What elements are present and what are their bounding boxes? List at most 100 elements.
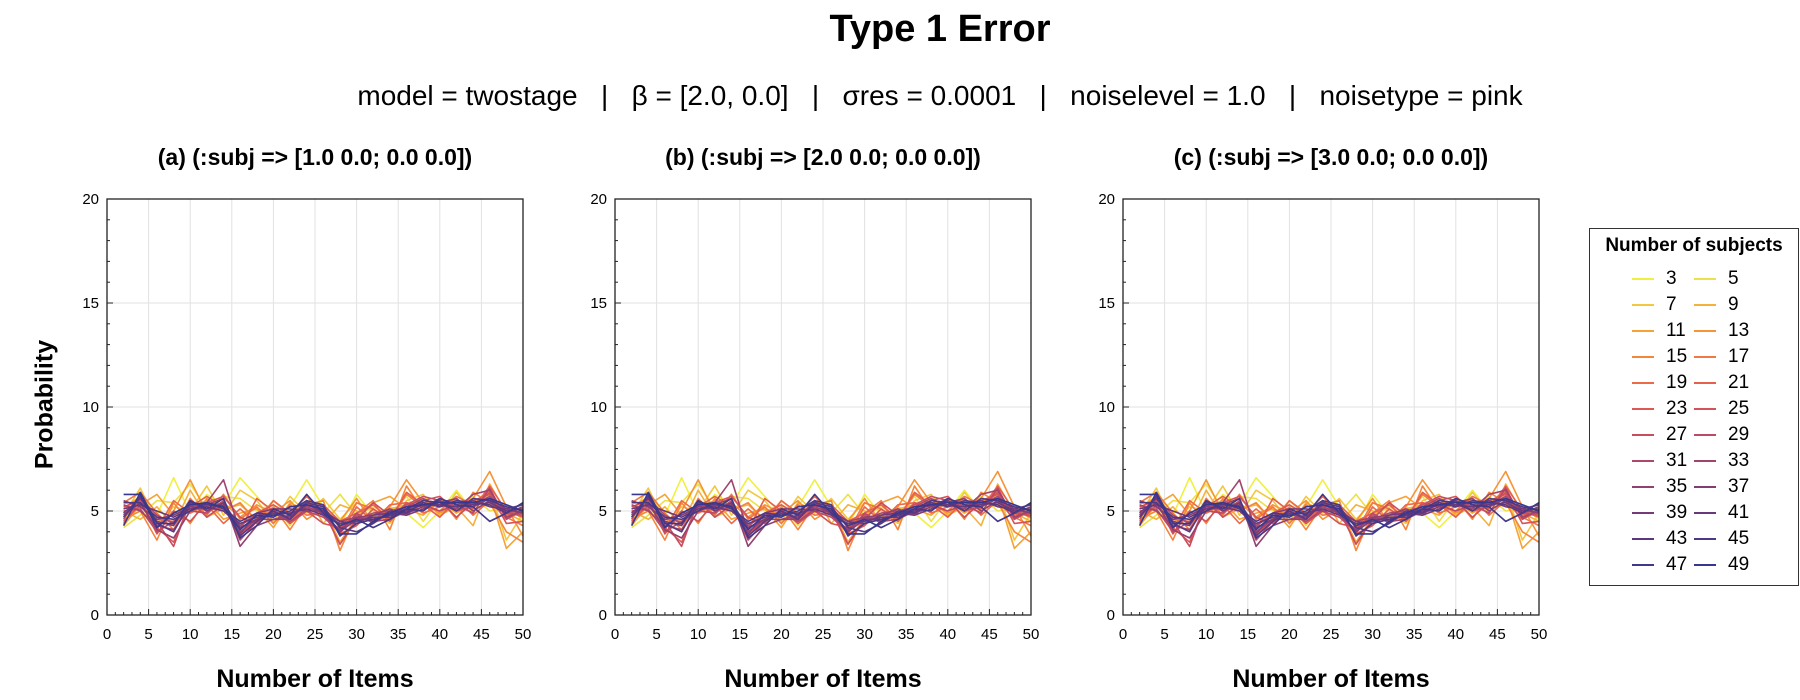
panel-a-title: (a) (:subj => [1.0 0.0; 0.0 0.0]) bbox=[157, 144, 473, 170]
legend-label: 27 bbox=[1666, 424, 1688, 445]
legend-label: 41 bbox=[1728, 502, 1750, 523]
legend-label: 19 bbox=[1666, 372, 1688, 393]
legend-item-17: 17 bbox=[1694, 345, 1749, 369]
legend-item-31: 31 bbox=[1632, 449, 1687, 473]
panel-c-y-tick-label: 5 bbox=[1107, 503, 1115, 520]
panel-a-x-tick-label: 35 bbox=[390, 626, 407, 643]
panel-a-x-tick-label: 30 bbox=[348, 626, 365, 643]
panel-a-x-tick-label: 40 bbox=[431, 626, 448, 643]
panel-b-series-49 bbox=[631, 493, 1032, 535]
panel-a-series-49 bbox=[123, 493, 524, 535]
legend-item-19: 19 bbox=[1632, 371, 1687, 395]
panel-b-x-tick-label: 35 bbox=[898, 626, 915, 643]
legend-label: 23 bbox=[1666, 398, 1688, 419]
legend-item-45: 45 bbox=[1694, 527, 1749, 551]
legend-label: 9 bbox=[1728, 294, 1739, 315]
legend-swatch bbox=[1632, 382, 1654, 384]
legend-item-49: 49 bbox=[1694, 553, 1749, 577]
panel-a-y-tick-label: 0 bbox=[91, 607, 99, 624]
panel-a-series-41 bbox=[123, 501, 524, 525]
panel-c-title: (c) (:subj => [3.0 0.0; 0.0 0.0]) bbox=[1173, 144, 1489, 170]
legend-item-13: 13 bbox=[1694, 319, 1749, 343]
panel-b-x-tick-label: 40 bbox=[939, 626, 956, 643]
legend-label: 35 bbox=[1666, 476, 1688, 497]
legend-label: 13 bbox=[1728, 320, 1750, 341]
panel-c-x-tick-label: 35 bbox=[1406, 626, 1423, 643]
panel-c-y-tick-label: 20 bbox=[1098, 191, 1115, 208]
legend-swatch bbox=[1694, 356, 1716, 358]
panel-a-x-tick-label: 45 bbox=[473, 626, 490, 643]
panel-a-x-tick-label: 5 bbox=[144, 626, 152, 643]
panel-c-series-47 bbox=[1138, 491, 1540, 539]
legend-label: 49 bbox=[1728, 554, 1750, 575]
legend-label: 43 bbox=[1666, 528, 1688, 549]
panel-a-x-tick-label: 0 bbox=[103, 626, 111, 643]
panel-b-y-tick-label: 0 bbox=[599, 607, 607, 624]
panel-b-x-tick-label: 10 bbox=[690, 626, 707, 643]
panel-a-y-tick-label: 5 bbox=[91, 503, 99, 520]
legend-label: 15 bbox=[1666, 346, 1688, 367]
legend-label: 21 bbox=[1728, 372, 1750, 393]
panel-c-x-tick-label: 25 bbox=[1323, 626, 1340, 643]
panel-c-x-tick-label: 20 bbox=[1281, 626, 1298, 643]
panel-b-series-15 bbox=[631, 485, 1032, 552]
panel-c-x-tick-label: 30 bbox=[1364, 626, 1381, 643]
panel-b-x-tick-label: 0 bbox=[611, 626, 619, 643]
panel-c-y-tick-label: 0 bbox=[1107, 607, 1115, 624]
legend-swatch bbox=[1632, 486, 1654, 488]
panel-b-series-45 bbox=[631, 497, 1032, 537]
legend-label: 3 bbox=[1666, 268, 1677, 289]
panel-a-plot: 0 5 10 15 20 25 30 35 40 45 50 0 5 10 15 20 bbox=[82, 191, 531, 643]
legend-item-33: 33 bbox=[1694, 449, 1749, 473]
legend-swatch bbox=[1632, 330, 1654, 332]
legend-swatch bbox=[1694, 330, 1716, 332]
panel-b-x-tick-label: 45 bbox=[981, 626, 998, 643]
panel-a-series-15 bbox=[123, 485, 524, 552]
legend-swatch bbox=[1694, 460, 1716, 462]
panel-a-y-tick-label: 15 bbox=[82, 295, 99, 312]
legend-label: 33 bbox=[1728, 450, 1750, 471]
legend-label: 5 bbox=[1728, 268, 1739, 289]
legend-swatch bbox=[1694, 564, 1716, 566]
legend-item-9: 9 bbox=[1694, 293, 1739, 317]
panel-c-x-tick-label: 10 bbox=[1198, 626, 1215, 643]
chart-title: Type 1 Error bbox=[829, 8, 1051, 50]
legend-label: 31 bbox=[1666, 450, 1688, 471]
legend-item-5: 5 bbox=[1694, 267, 1739, 291]
panel-c-series-49 bbox=[1139, 493, 1540, 535]
panel-a-x-tick-label: 10 bbox=[182, 626, 199, 643]
legend-swatch bbox=[1694, 382, 1716, 384]
panel-c-x-tick-label: 45 bbox=[1489, 626, 1506, 643]
panel-a-x-axis-label: Number of Items bbox=[216, 665, 414, 693]
panel-a-y-tick-label: 10 bbox=[82, 399, 99, 416]
legend-label: 7 bbox=[1666, 294, 1677, 315]
panel-b-series-47 bbox=[630, 491, 1032, 539]
legend-label: 45 bbox=[1728, 528, 1750, 549]
panel-b-x-tick-label: 5 bbox=[652, 626, 660, 643]
panel-c-x-tick-label: 50 bbox=[1531, 626, 1548, 643]
panel-b-series-41 bbox=[631, 501, 1032, 525]
legend-swatch bbox=[1632, 408, 1654, 410]
legend-label: 17 bbox=[1728, 346, 1750, 367]
panel-b-y-tick-label: 10 bbox=[590, 399, 607, 416]
legend-item-7: 7 bbox=[1632, 293, 1677, 317]
panel-a-y-tick-label: 20 bbox=[82, 191, 99, 208]
legend-item-11: 11 bbox=[1632, 319, 1686, 343]
legend-swatch bbox=[1694, 304, 1716, 306]
legend-item-25: 25 bbox=[1694, 397, 1749, 421]
legend-swatch bbox=[1694, 408, 1716, 410]
legend-swatch bbox=[1632, 278, 1654, 280]
legend-item-39: 39 bbox=[1632, 501, 1687, 525]
legend-item-41: 41 bbox=[1694, 501, 1749, 525]
panel-c-x-tick-label: 5 bbox=[1160, 626, 1168, 643]
legend-label: 37 bbox=[1728, 476, 1750, 497]
legend-item-47: 47 bbox=[1632, 553, 1687, 577]
legend-swatch bbox=[1694, 538, 1716, 540]
panel-b-x-tick-label: 25 bbox=[815, 626, 832, 643]
panel-c-x-tick-label: 0 bbox=[1119, 626, 1127, 643]
panel-c-series-45 bbox=[1139, 497, 1540, 537]
legend-label: 47 bbox=[1666, 554, 1688, 575]
legend-item-27: 27 bbox=[1632, 423, 1687, 447]
legend-swatch bbox=[1694, 278, 1716, 280]
